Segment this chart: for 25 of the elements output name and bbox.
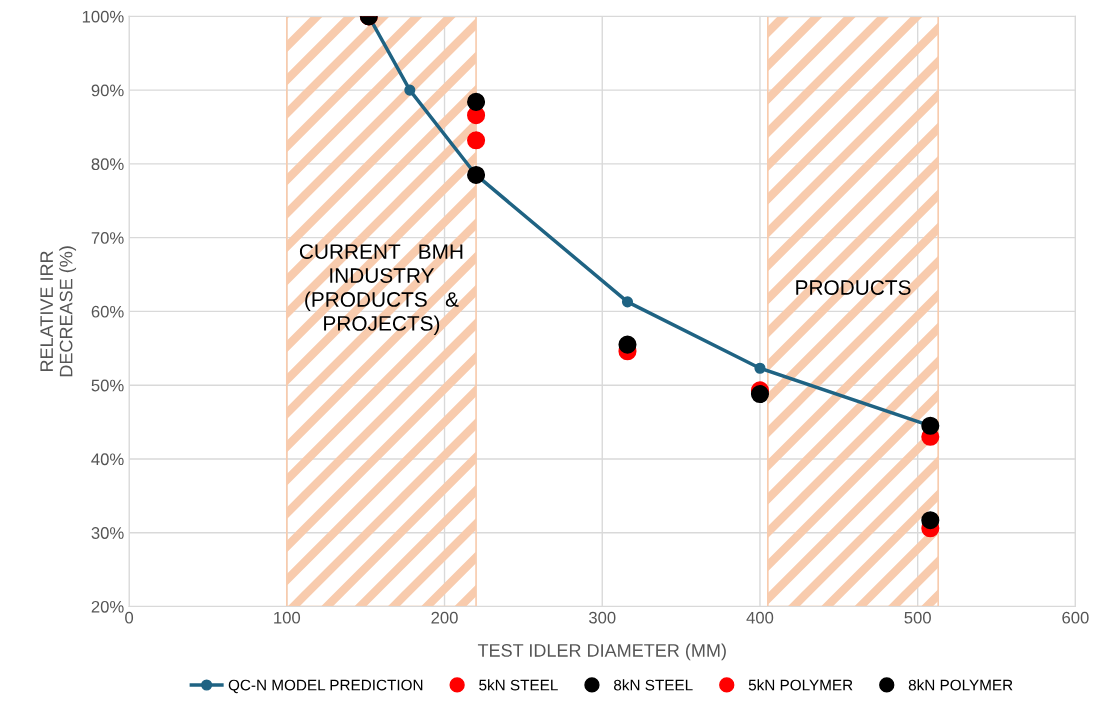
y-tick-label: 80% [91, 158, 124, 171]
legend-label: 5kN STEEL [479, 679, 558, 691]
y-tick-label: 30% [91, 527, 124, 539]
y-tick-label: 40% [91, 453, 124, 466]
y-tick-label: 20% [91, 600, 124, 613]
legend-label: 8kN STEEL [614, 679, 693, 691]
x-tick-label: 200 [431, 611, 458, 624]
x-tick-label: 500 [904, 611, 931, 624]
band-label: CURRENT BMH INDUSTRY (PRODUCTS & PROJECTS) [299, 244, 463, 335]
y-tick-label: 90% [91, 84, 124, 97]
y-tick-label: 60% [91, 305, 124, 318]
y-tick-label: 50% [91, 379, 124, 392]
x-tick-label: 100 [274, 611, 301, 624]
x-tick-label: 300 [588, 611, 616, 624]
legend-label: QC-N MODEL PREDICTION [228, 679, 423, 694]
x-tick-label: 600 [1062, 611, 1089, 624]
legend-label: 5kN POLYMER [748, 679, 853, 691]
y-tick-label: 70% [91, 232, 124, 244]
band-label: PRODUCTS [796, 280, 911, 295]
y-axis-title: RELATIVE IRR DECREASE (%) [40, 246, 77, 377]
x-axis-title: TEST IDLER DIAMETER (MM) [477, 643, 726, 661]
y-tick-label: 100% [82, 10, 124, 23]
x-tick-label: 0 [125, 611, 134, 624]
legend-label: 8kN POLYMER [908, 679, 1013, 691]
x-tick-label: 400 [746, 611, 774, 624]
